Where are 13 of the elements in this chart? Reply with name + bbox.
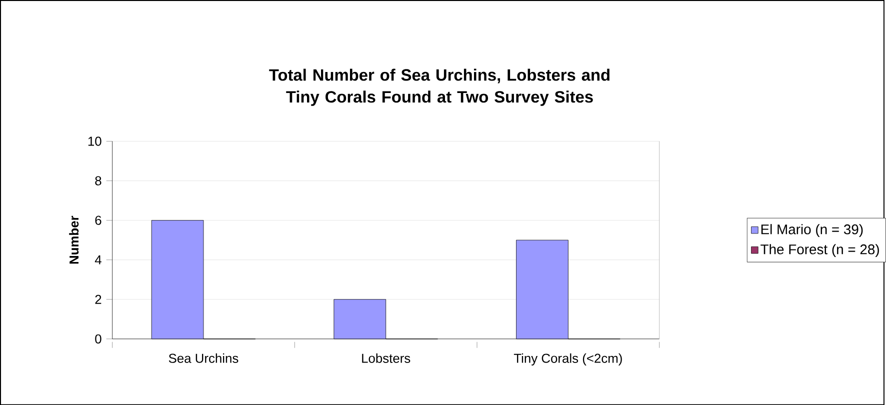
y-tick-label: 10	[88, 136, 102, 146]
y-tick-label: 6	[95, 216, 102, 225]
x-tick-label: Lobsters	[362, 353, 410, 363]
chart-title: Total Number of Sea Urchins, Lobsters and Tiny Corals Found at Two Survey Sites	[269, 68, 610, 106]
legend-label: The Forest (n = 28)	[760, 244, 879, 257]
legend-label: El Mario (n = 39)	[761, 224, 863, 237]
y-tick-label: 8	[95, 176, 102, 186]
y-tick-label: 0	[95, 334, 102, 344]
y-axis-title: Number	[69, 216, 79, 264]
x-tick-label: Sea Urchins	[168, 353, 238, 363]
y-tick-label: 4	[94, 255, 102, 264]
y-tick-label: 2	[95, 294, 102, 304]
x-tick-label: Tiny Corals (<2cm)	[514, 353, 622, 366]
